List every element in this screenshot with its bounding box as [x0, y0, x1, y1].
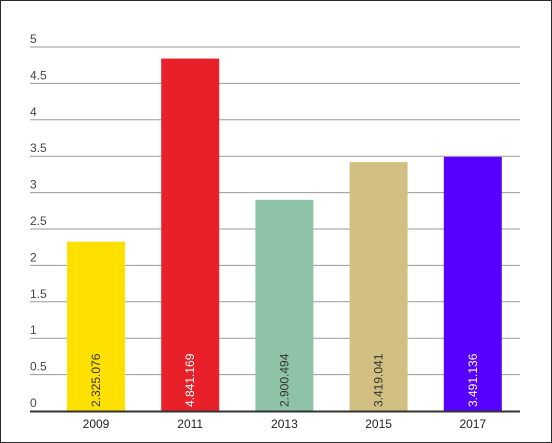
- data-label-2013: 2.900.494: [277, 353, 291, 407]
- x-tick-label: 2011: [177, 417, 203, 431]
- x-tick-label: 2009: [83, 417, 110, 431]
- x-tick-label: 2015: [365, 417, 392, 431]
- y-tick-label: 4.5: [30, 68, 47, 82]
- y-tick-label: 0: [30, 396, 37, 410]
- y-axis-ticks: 0 0.5 1 1.5 2 2.5 3 3.5 4 4.5 5: [30, 32, 47, 410]
- x-tick-label: 2017: [459, 417, 486, 431]
- bar-2009: [67, 241, 125, 411]
- bar-2013: [255, 199, 314, 411]
- y-tick-label: 4: [30, 105, 37, 119]
- y-tick-label: 1.5: [30, 287, 47, 301]
- x-axis-ticks: 2009 2011 2013 2015 2017: [83, 417, 487, 431]
- bar-2015: [349, 162, 408, 411]
- data-label-2015: 3.419.041: [372, 353, 386, 407]
- x-tick-label: 2013: [271, 417, 298, 431]
- data-label-2011: 4.841.169: [183, 353, 197, 407]
- y-tick-label: 0.5: [30, 360, 47, 374]
- y-tick-label: 2: [30, 250, 37, 264]
- y-tick-label: 3.5: [30, 141, 47, 155]
- y-tick-label: 2.5: [30, 214, 47, 228]
- bar-2011: [161, 58, 220, 411]
- y-tick-label: 3: [30, 178, 37, 192]
- data-label-2009: 2.325.076: [89, 353, 103, 407]
- y-tick-label: 1: [30, 323, 37, 337]
- y-tick-label: 5: [30, 32, 37, 46]
- data-label-2017: 3.491.136: [466, 353, 480, 407]
- data-labels: 2.325.076 4.841.169 2.900.494 3.419.041 3.49…: [89, 353, 480, 407]
- bars: [67, 58, 502, 411]
- bar-2017: [443, 156, 502, 411]
